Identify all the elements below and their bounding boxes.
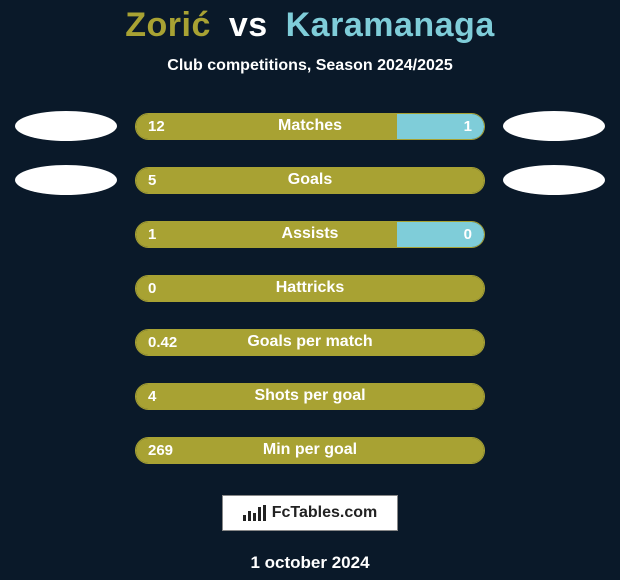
- stat-row: 0.42Goals per match: [0, 327, 620, 357]
- stat-label: Hattricks: [136, 276, 484, 301]
- comparison-infographic: Zorić vs Karamanaga Club competitions, S…: [0, 0, 620, 580]
- player1-name: Zorić: [125, 6, 211, 44]
- stat-row: 0Hattricks: [0, 273, 620, 303]
- spacer: [503, 219, 605, 249]
- spacer: [503, 273, 605, 303]
- spacer: [15, 219, 117, 249]
- stat-row: 121Matches: [0, 111, 620, 141]
- stat-label: Goals: [136, 168, 484, 193]
- spacer: [503, 435, 605, 465]
- spacer: [503, 327, 605, 357]
- subtitle: Club competitions, Season 2024/2025: [167, 57, 452, 75]
- stat-label: Shots per goal: [136, 384, 484, 409]
- player1-badge: [15, 165, 117, 195]
- stat-label: Matches: [136, 114, 484, 139]
- date-label: 1 october 2024: [250, 553, 369, 573]
- player2-badge: [503, 165, 605, 195]
- stat-bar: 10Assists: [135, 221, 485, 248]
- stat-bar: 121Matches: [135, 113, 485, 140]
- player2-name: Karamanaga: [286, 6, 495, 44]
- spacer: [15, 381, 117, 411]
- player1-badge: [15, 111, 117, 141]
- spacer: [15, 435, 117, 465]
- stat-row: 269Min per goal: [0, 435, 620, 465]
- stat-rows: 121Matches 5Goals 10Assists 0Hattricks 0.42G…: [0, 111, 620, 465]
- stat-bar: 5Goals: [135, 167, 485, 194]
- stat-row: 5Goals: [0, 165, 620, 195]
- title-vs: vs: [229, 6, 268, 44]
- bar-chart-icon: [243, 505, 266, 521]
- player2-badge: [503, 111, 605, 141]
- page-title: Zorić vs Karamanaga: [125, 6, 494, 45]
- stat-row: 4Shots per goal: [0, 381, 620, 411]
- stat-bar: 4Shots per goal: [135, 383, 485, 410]
- logo-text: FcTables.com: [272, 504, 378, 522]
- stat-label: Assists: [136, 222, 484, 247]
- spacer: [15, 327, 117, 357]
- stat-bar: 0.42Goals per match: [135, 329, 485, 356]
- spacer: [503, 381, 605, 411]
- spacer: [15, 273, 117, 303]
- stat-label: Min per goal: [136, 438, 484, 463]
- fctables-logo: FcTables.com: [222, 495, 399, 531]
- stat-label: Goals per match: [136, 330, 484, 355]
- stat-bar: 269Min per goal: [135, 437, 485, 464]
- stat-row: 10Assists: [0, 219, 620, 249]
- stat-bar: 0Hattricks: [135, 275, 485, 302]
